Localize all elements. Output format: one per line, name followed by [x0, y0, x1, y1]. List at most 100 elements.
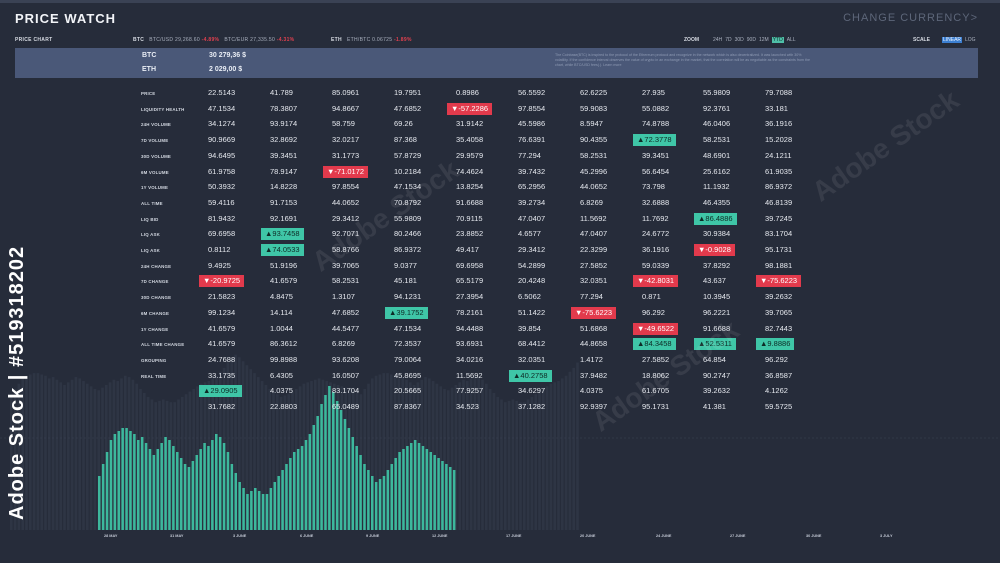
ghost-bar: [260, 381, 264, 530]
chart-bar: [363, 464, 366, 530]
table-cell: 41.6579: [208, 323, 236, 333]
summary-panel: BTC 30 279,36 $ ETH 2 029,00 $ The Coinb…: [15, 48, 978, 78]
chart-bar: [289, 458, 292, 530]
chart-bar: [394, 458, 397, 530]
table-cell: 51.9196: [270, 260, 298, 270]
ghost-bar: [439, 386, 442, 530]
table-cell: 45.2996: [580, 166, 608, 176]
zoom-option-7d[interactable]: 7D: [725, 37, 732, 43]
ghost-bar: [234, 354, 237, 530]
table-cell: 30.9384: [703, 229, 731, 239]
chart-bar: [222, 443, 226, 530]
table-cell: 39.3451: [270, 150, 298, 160]
table-cell: 96.2221: [703, 307, 731, 317]
ghost-bar: [86, 383, 89, 530]
scale-selector: SCALE LINEAR LOG: [913, 37, 976, 43]
page-title: PRICE WATCH: [15, 11, 117, 26]
ghost-bar: [390, 374, 393, 530]
chart-bar: [320, 404, 323, 530]
scale-option-log[interactable]: LOG: [965, 37, 976, 43]
row-label: ALL TIME: [141, 200, 163, 206]
table-cell: 57.8729: [394, 150, 422, 160]
table-cell: 45.5986: [518, 119, 546, 129]
table-cell: 82.7443: [765, 323, 793, 333]
change-badge-down: ▼-57.2286: [447, 102, 493, 115]
table-cell: 91.6688: [456, 197, 484, 207]
chart-bar: [246, 494, 249, 530]
date-tick-label: 28 MAY: [104, 534, 118, 538]
table-cell: 16.0507: [332, 370, 360, 380]
change-badge-down: ▼-42.8031: [633, 275, 679, 288]
table-cell: 21.5823: [208, 292, 236, 302]
ghost-bar: [241, 361, 245, 530]
chart-bar: [203, 443, 206, 530]
ghost-bar: [523, 402, 526, 530]
row-label: 6M CHANGE: [141, 310, 170, 316]
table-cell: 92.7071: [332, 229, 360, 239]
table-cell: 4.0375: [580, 386, 603, 396]
ghost-bar: [507, 400, 511, 530]
chart-bar: [339, 410, 343, 530]
table-cell: 54.2899: [518, 260, 546, 270]
date-tick-label: 31 MAY: [170, 534, 184, 538]
ghost-bar: [466, 381, 469, 530]
ghost-bar: [534, 394, 537, 530]
date-tick-label: 6 JUNE: [300, 534, 314, 538]
chart-bar: [230, 464, 234, 530]
zoom-option-12m[interactable]: 12M: [758, 37, 769, 43]
table-cell: 58.2531: [703, 135, 731, 145]
table-cell: 86.9372: [765, 182, 793, 192]
zoom-option-24h[interactable]: 24H: [713, 37, 723, 43]
change-currency-link[interactable]: CHANGE CURRENCY>: [843, 12, 978, 24]
stock-id: Adobe Stock | #519318202: [6, 245, 28, 520]
zoom-label: ZOOM: [684, 37, 699, 43]
table-cell: 91.6688: [703, 323, 731, 333]
watermark: Adobe Stock: [806, 83, 965, 208]
zoom-option-all[interactable]: ALL: [786, 37, 796, 43]
zoom-option-ytd[interactable]: YTD: [771, 37, 784, 43]
table-cell: 1.4172: [580, 354, 603, 364]
change-badge-up: ▲9.8886: [756, 338, 795, 351]
table-cell: 70.8792: [394, 197, 422, 207]
table-cell: 0.871: [642, 292, 661, 302]
table-cell: 55.9809: [703, 88, 731, 97]
chart-bar: [371, 476, 374, 530]
chart-bar: [347, 428, 351, 530]
table-cell: 15.2028: [765, 135, 793, 145]
table-cell: 29.3412: [518, 245, 546, 254]
top-border: [0, 0, 1000, 3]
ghost-bar: [55, 379, 59, 530]
ghost-bar: [82, 381, 85, 530]
ghost-bar: [488, 388, 492, 530]
date-tick-label: 3 JUNE: [233, 534, 247, 538]
table-cell: 46.4355: [703, 197, 731, 207]
chart-bar: [429, 452, 433, 530]
chart-bar: [254, 488, 257, 530]
ghost-bar: [526, 399, 530, 530]
summary-eth-label: ETH: [142, 66, 156, 73]
table-cell: 47.1534: [394, 182, 422, 192]
change-badge-down: ▼-0.9028: [694, 244, 735, 256]
ghost-bar: [173, 402, 176, 530]
ghost-bar: [25, 375, 28, 530]
table-cell: 31.1773: [332, 150, 360, 160]
date-tick-label: 30 JUNE: [806, 534, 822, 538]
change-badge-down: ▼-49.6522: [633, 322, 679, 335]
zoom-option-30d[interactable]: 30D: [734, 37, 744, 43]
table-cell: 97.8554: [332, 182, 360, 192]
chart-bar: [273, 482, 277, 530]
ghost-bar: [302, 383, 306, 530]
table-cell: 99.1234: [208, 307, 236, 317]
table-cell: 24.6772: [642, 229, 670, 239]
chart-bar: [351, 437, 355, 530]
scale-option-linear[interactable]: LINEAR: [941, 37, 963, 43]
chart-bar: [261, 494, 265, 530]
date-tick-label: 3 JULY: [880, 534, 893, 538]
table-cell: 24.7688: [208, 354, 236, 364]
table-cell: 93.9174: [270, 119, 298, 129]
ghost-bar: [496, 396, 499, 530]
ghost-bar: [165, 400, 169, 530]
table-cell: 23.8852: [456, 229, 484, 239]
zoom-option-90d[interactable]: 90D: [746, 37, 756, 43]
ghost-bar: [29, 374, 32, 530]
